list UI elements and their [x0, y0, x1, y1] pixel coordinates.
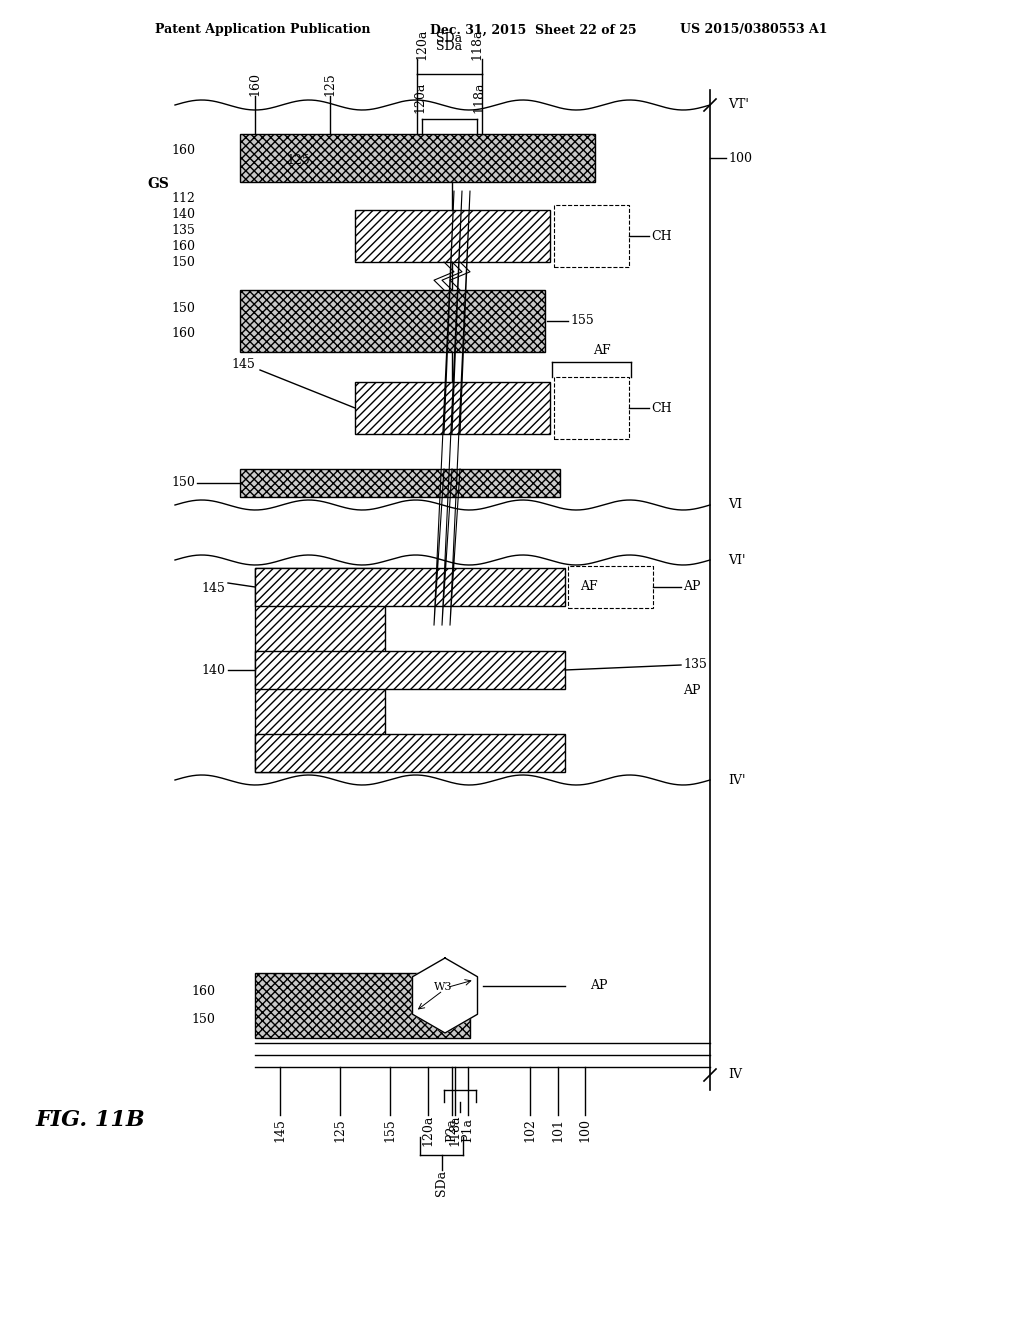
Text: 150: 150 [171, 302, 195, 315]
Text: 150: 150 [171, 256, 195, 268]
Text: 120a: 120a [416, 28, 428, 59]
Bar [255, 568, 565, 606]
Text: GS: GS [147, 177, 169, 191]
Text: 155: 155 [570, 314, 594, 327]
Bar [240, 135, 595, 182]
Polygon shape [413, 958, 477, 1034]
Text: 160: 160 [191, 985, 215, 998]
Text: IV': IV' [728, 774, 745, 787]
Text: 100: 100 [579, 1118, 592, 1142]
Text: 101: 101 [552, 1118, 564, 1142]
Text: 125: 125 [287, 153, 310, 166]
Bar [255, 568, 385, 772]
Text: 160: 160 [171, 144, 195, 157]
Text: 112: 112 [171, 191, 195, 205]
Text: 135: 135 [683, 659, 707, 672]
Text: Dec. 31, 2015  Sheet 22 of 25: Dec. 31, 2015 Sheet 22 of 25 [430, 24, 637, 37]
Text: 145: 145 [273, 1118, 287, 1142]
Text: 155: 155 [384, 1118, 396, 1142]
Text: AP: AP [683, 581, 700, 594]
Text: P1a: P1a [462, 1118, 474, 1142]
Text: 160: 160 [171, 327, 195, 339]
Text: FIG. 11B: FIG. 11B [35, 1109, 144, 1131]
Text: 140: 140 [201, 664, 225, 676]
Text: 150: 150 [191, 1014, 215, 1027]
Text: P2a: P2a [445, 1118, 459, 1142]
Text: 120a: 120a [422, 1114, 434, 1146]
Text: AP: AP [683, 684, 700, 697]
Text: 125: 125 [324, 73, 337, 96]
Text: 160: 160 [249, 73, 261, 96]
Text: 102: 102 [523, 1118, 537, 1142]
Text: CH: CH [651, 230, 672, 243]
Text: Patent Application Publication: Patent Application Publication [155, 24, 371, 37]
Text: 100: 100 [728, 152, 752, 165]
Text: SDa: SDa [436, 33, 463, 45]
Text: AF: AF [580, 581, 598, 594]
Bar [554, 205, 629, 267]
Bar [240, 290, 545, 352]
Bar [255, 973, 470, 1038]
Bar [568, 566, 653, 609]
Text: 135: 135 [171, 223, 195, 236]
Text: 150: 150 [171, 477, 195, 490]
Text: 140: 140 [171, 207, 195, 220]
Bar [240, 469, 560, 498]
Text: SDa: SDa [436, 40, 463, 53]
Text: VI': VI' [728, 553, 745, 566]
Bar [355, 381, 550, 434]
Bar [554, 378, 629, 440]
Text: 145: 145 [231, 358, 255, 371]
Text: IV: IV [728, 1068, 742, 1081]
Text: 118a: 118a [472, 82, 485, 112]
Text: 160: 160 [171, 239, 195, 252]
Text: SDa: SDa [435, 1170, 449, 1196]
Text: 125: 125 [334, 1118, 346, 1142]
Text: 145: 145 [201, 582, 225, 594]
Text: VI: VI [728, 499, 742, 511]
Text: 120a: 120a [414, 82, 427, 112]
Text: CH: CH [651, 401, 672, 414]
Text: W3: W3 [434, 982, 453, 993]
Text: VT': VT' [728, 99, 749, 111]
Text: 118a: 118a [449, 1114, 462, 1146]
Bar [255, 651, 565, 689]
Text: 118a: 118a [470, 28, 483, 59]
Bar [355, 210, 550, 261]
Text: US 2015/0380553 A1: US 2015/0380553 A1 [680, 24, 827, 37]
Text: AF: AF [593, 343, 610, 356]
Bar [255, 734, 565, 772]
Text: AP: AP [590, 979, 607, 993]
